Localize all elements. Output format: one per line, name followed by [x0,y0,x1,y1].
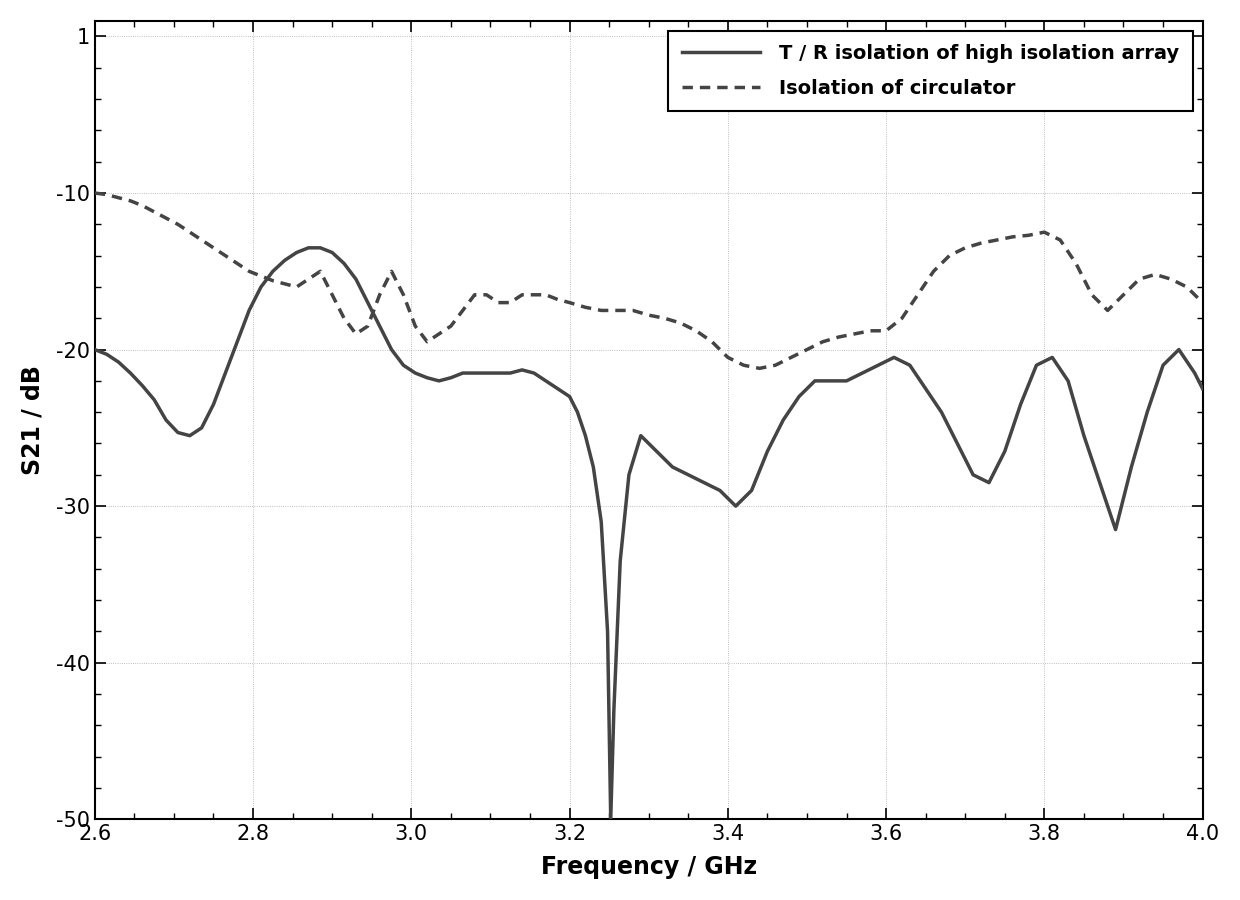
T / R isolation of high isolation array [527,368,542,379]
T / R isolation of high isolation array [325,248,340,258]
T / R isolation of high isolation array [253,282,268,292]
T / R isolation of high isolation array [604,814,619,824]
Isolation of circulator [1037,227,1052,238]
T / R isolation of high isolation array [301,242,316,253]
T / R isolation of high isolation array [1195,383,1210,394]
T / R isolation of high isolation array [594,517,609,527]
Isolation of circulator [751,363,766,374]
T / R isolation of high isolation array [982,477,997,488]
Isolation of circulator [87,187,102,198]
Line: T / R isolation of high isolation array: T / R isolation of high isolation array [94,248,1203,819]
Line: Isolation of circulator: Isolation of circulator [94,193,1203,368]
Isolation of circulator [879,326,894,337]
Isolation of circulator [1195,297,1210,308]
Isolation of circulator [973,238,988,248]
Legend: T / R isolation of high isolation array, Isolation of circulator: T / R isolation of high isolation array,… [668,31,1193,112]
X-axis label: Frequency / GHz: Frequency / GHz [541,855,756,879]
Isolation of circulator [720,352,735,363]
Isolation of circulator [1085,290,1100,301]
T / R isolation of high isolation array [87,344,102,355]
Y-axis label: S21 / dB: S21 / dB [21,365,45,475]
T / R isolation of high isolation array [396,360,410,371]
Isolation of circulator [625,305,640,316]
